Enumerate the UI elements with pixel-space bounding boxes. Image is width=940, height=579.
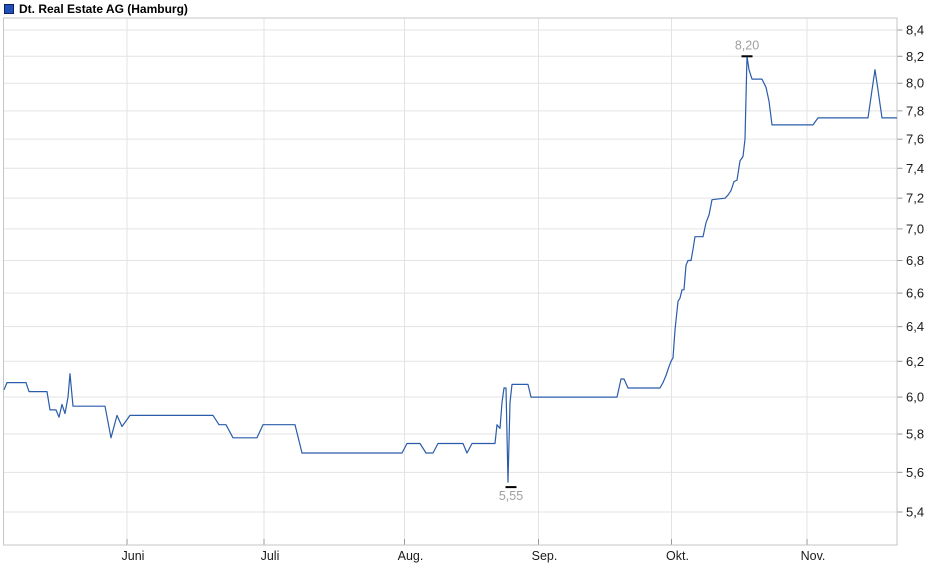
y-axis-label: 8,4 [906, 23, 924, 38]
price-line [3, 55, 897, 483]
month-label: Nov. [801, 549, 826, 563]
month-label: Aug. [398, 549, 424, 563]
month-label: Okt. [666, 549, 689, 563]
y-axis-label: 5,8 [906, 427, 924, 442]
y-axis-label: 8,0 [906, 76, 924, 91]
legend-color-swatch [4, 4, 14, 14]
y-axis-label: 5,4 [906, 505, 924, 520]
chart-legend: Dt. Real Estate AG (Hamburg) [4, 2, 188, 16]
y-axis-label: 6,0 [906, 390, 924, 405]
plot-border [3, 17, 898, 546]
y-axis-label: 6,6 [906, 286, 924, 301]
chart-title: Dt. Real Estate AG (Hamburg) [19, 2, 188, 16]
month-label: Juni [122, 549, 145, 563]
y-axis-label: 8,2 [906, 49, 924, 64]
y-axis-label: 6,2 [906, 354, 924, 369]
low-annotation-label: 5,55 [499, 489, 523, 503]
y-axis-label: 7,8 [906, 103, 924, 118]
month-label: Juli [261, 549, 280, 563]
y-axis-label: 6,4 [906, 319, 924, 334]
y-axis-label: 7,2 [906, 191, 924, 206]
y-axis-label: 7,0 [906, 221, 924, 236]
y-axis-label: 7,6 [906, 132, 924, 147]
y-axis-label: 6,8 [906, 253, 924, 268]
month-label: Sep. [532, 549, 558, 563]
y-axis-label: 5,6 [906, 465, 924, 480]
y-axis-label: 7,4 [906, 161, 924, 176]
peak-annotation-label: 8,20 [735, 38, 759, 52]
